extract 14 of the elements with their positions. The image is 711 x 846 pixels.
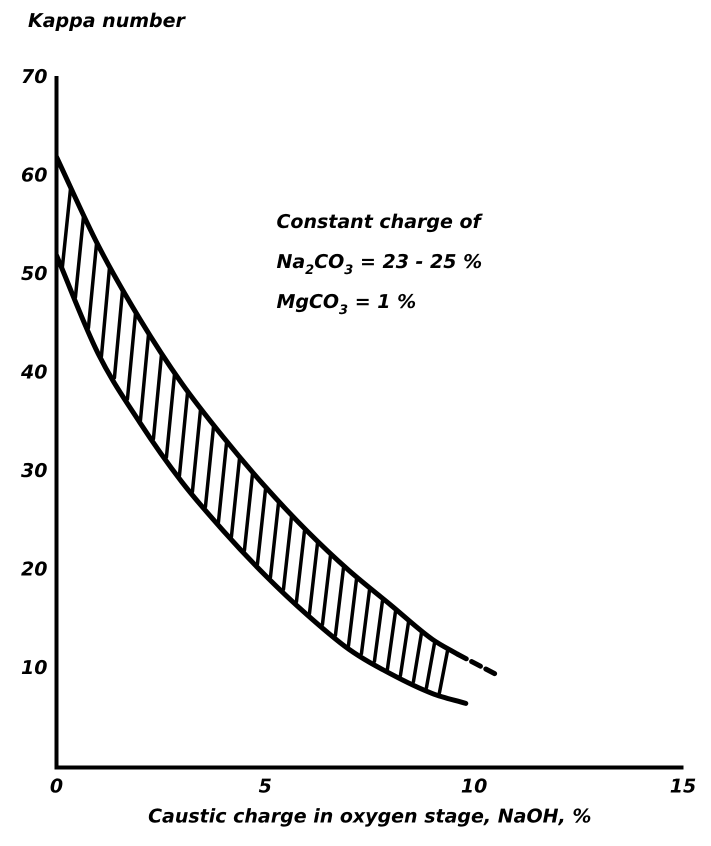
y-tick-label: 50 [20, 262, 48, 285]
x-tick-label: 5 [258, 776, 272, 798]
y-tick-label: 40 [20, 361, 48, 384]
x-tick-label: 10 [460, 776, 488, 798]
y-tick-label: 30 [20, 460, 48, 482]
y-tick-label: 10 [20, 656, 48, 679]
y-tick-label: 70 [20, 66, 48, 88]
x-tick-label: 0 [50, 776, 64, 798]
y-tick-label: 20 [20, 558, 48, 580]
x-axis-title: Caustic charge in oxygen stage, NaOH, % [148, 806, 592, 828]
annotation: Constant charge of [276, 211, 484, 233]
x-tick-label: 15 [670, 776, 696, 798]
y-axis-title: Kappa number [28, 10, 185, 32]
y-tick-label: 60 [20, 164, 48, 186]
